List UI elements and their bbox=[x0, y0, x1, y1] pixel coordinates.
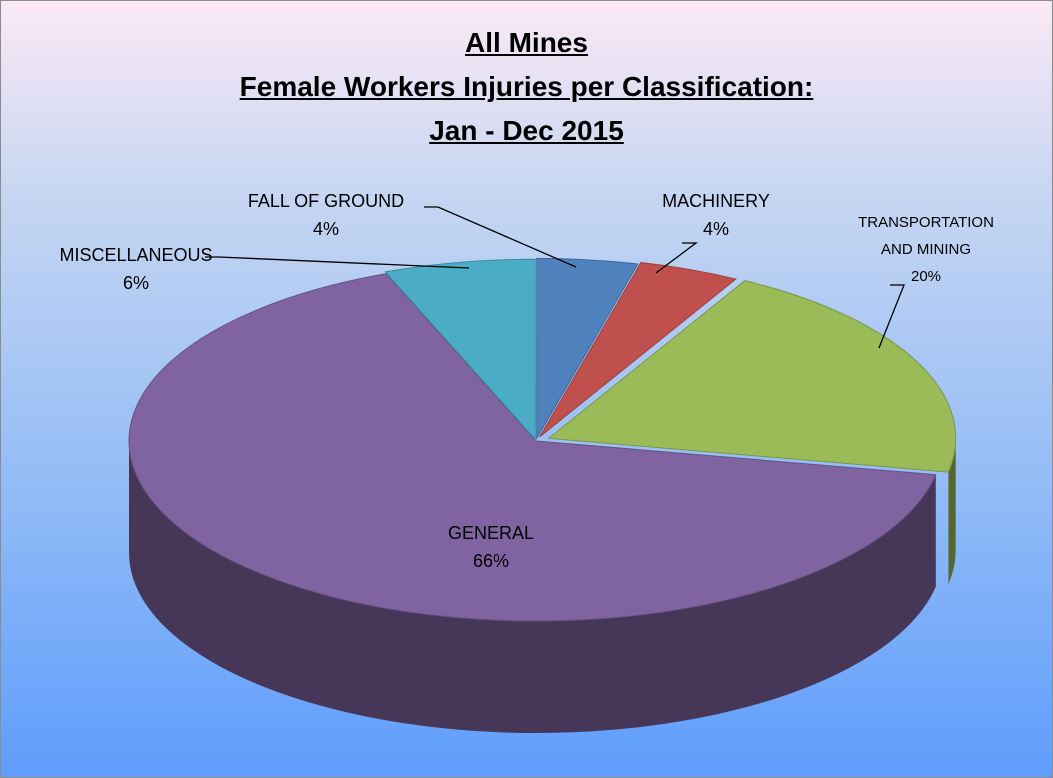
label-text: 66% bbox=[472, 551, 510, 571]
label-text: 4% bbox=[312, 219, 339, 239]
slice bbox=[539, 262, 737, 438]
data-label: GENERAL 66% bbox=[391, 519, 591, 575]
slice bbox=[384, 258, 536, 441]
data-label: MACHINERY 4% bbox=[636, 187, 796, 243]
leader-line bbox=[878, 284, 905, 349]
label-text: TRANSPORTATION AND MINING bbox=[858, 214, 994, 258]
slice bbox=[128, 273, 937, 622]
label-text: MISCELLANEOUS bbox=[59, 245, 213, 265]
label-text: MACHINERY bbox=[662, 191, 770, 211]
slice-side bbox=[129, 441, 936, 733]
leader-line bbox=[655, 242, 698, 274]
slice-side bbox=[948, 438, 956, 585]
data-label: FALL OF GROUND 4% bbox=[211, 187, 441, 243]
data-label: MISCELLANEOUS 6% bbox=[36, 241, 236, 297]
data-label: TRANSPORTATION AND MINING 20% bbox=[841, 209, 1011, 290]
chart-title: All Mines bbox=[465, 27, 588, 58]
label-text: 6% bbox=[122, 273, 149, 293]
leader-line bbox=[424, 206, 577, 268]
chart-title: Female Workers Injuries per Classificati… bbox=[239, 71, 814, 102]
chart-title: Jan - Dec 2015 bbox=[429, 115, 624, 146]
label-text: FALL OF GROUND bbox=[247, 191, 405, 211]
label-text: 4% bbox=[702, 219, 729, 239]
leader-line bbox=[205, 256, 470, 269]
label-text: 20% bbox=[910, 268, 942, 285]
slice bbox=[547, 280, 957, 473]
label-text: GENERAL bbox=[447, 523, 535, 543]
slice bbox=[536, 257, 639, 441]
